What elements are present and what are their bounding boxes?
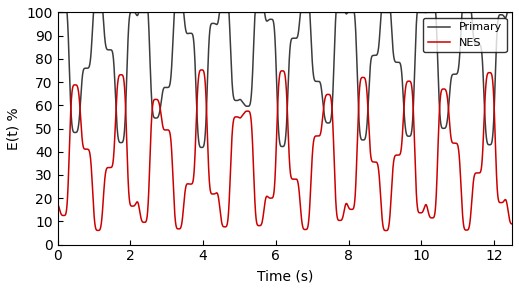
NES (57, 209, 63, 212)
NES (383, 229, 389, 232)
Primary (54, 11, 61, 14)
Primary (485, 143, 491, 146)
X-axis label: Time (s): Time (s) (257, 269, 313, 283)
NES (82, 147, 88, 151)
Line: Primary: Primary (58, 12, 512, 147)
Primary (277, 142, 283, 145)
Primary (73, 130, 79, 134)
Legend: Primary, NES: Primary, NES (424, 18, 507, 52)
Primary (57, 11, 63, 14)
Line: NES: NES (58, 70, 512, 231)
Primary (82, 66, 88, 70)
Y-axis label: E(t) %: E(t) % (7, 107, 21, 150)
NES (54, 203, 61, 207)
NES (485, 71, 491, 75)
NES (199, 68, 205, 72)
NES (277, 72, 283, 76)
Primary (199, 146, 205, 149)
Primary (144, 11, 150, 14)
NES (73, 84, 79, 87)
Primary (509, 11, 515, 14)
NES (144, 217, 150, 220)
NES (509, 222, 515, 226)
